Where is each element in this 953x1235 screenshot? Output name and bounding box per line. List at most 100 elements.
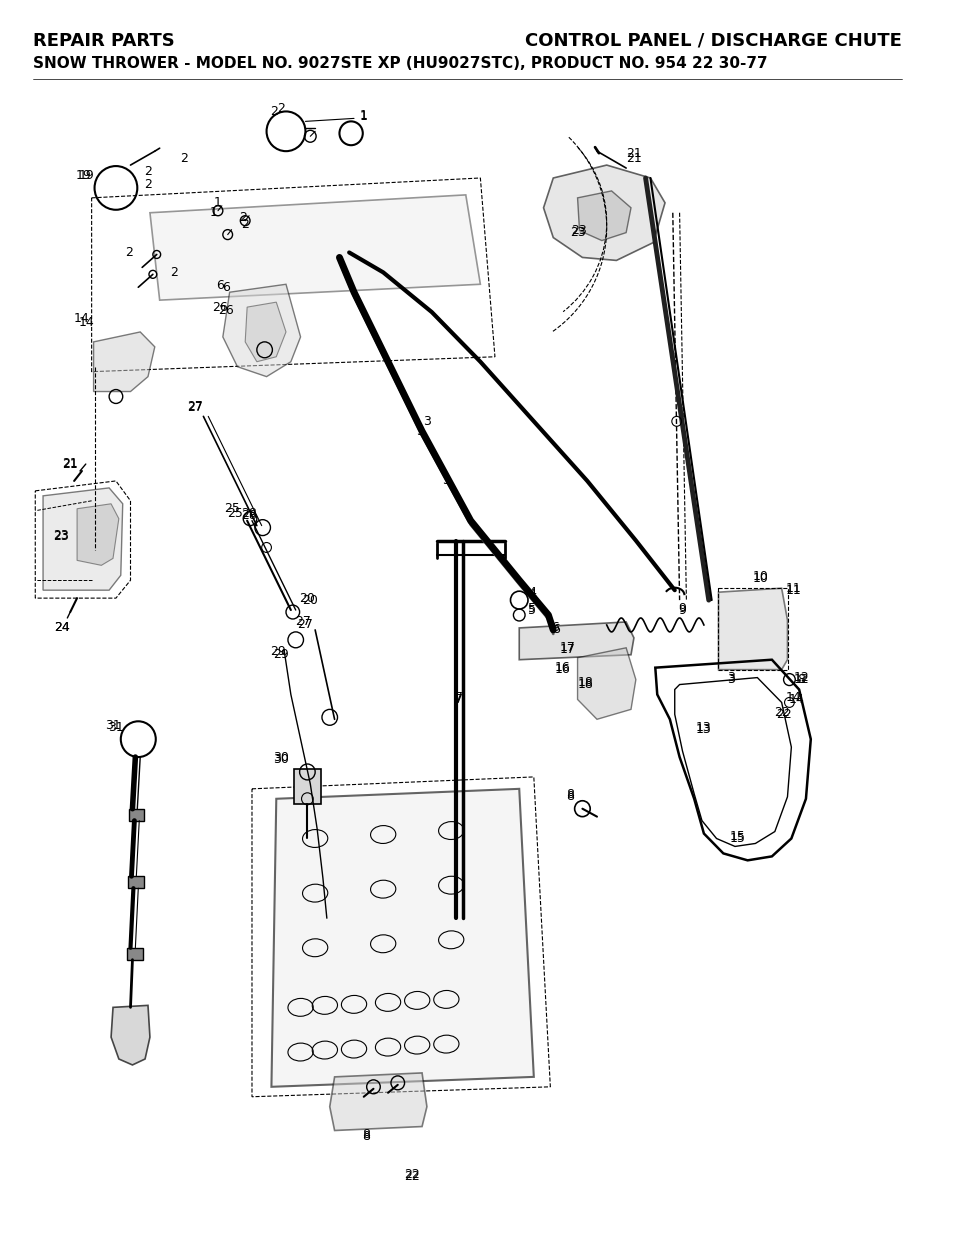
- Text: 16: 16: [555, 663, 570, 676]
- Text: 24: 24: [54, 621, 71, 635]
- Polygon shape: [43, 488, 123, 590]
- Text: 7: 7: [455, 690, 462, 704]
- Text: 1: 1: [213, 196, 222, 209]
- Text: 27: 27: [297, 619, 313, 631]
- Text: 5: 5: [527, 601, 536, 615]
- Polygon shape: [111, 1005, 150, 1065]
- Text: 14: 14: [787, 693, 803, 706]
- Text: 6: 6: [552, 624, 559, 636]
- Text: 2: 2: [270, 105, 278, 117]
- Bar: [718, 588, 787, 669]
- Text: 6: 6: [215, 279, 224, 291]
- Text: 18: 18: [577, 676, 593, 689]
- Polygon shape: [543, 165, 664, 261]
- Text: 2: 2: [125, 246, 132, 259]
- Text: 23: 23: [52, 530, 69, 543]
- Text: 8: 8: [361, 1130, 370, 1142]
- Text: 24: 24: [54, 621, 71, 635]
- Text: 2: 2: [277, 103, 285, 115]
- Polygon shape: [272, 789, 534, 1087]
- Text: 17: 17: [559, 641, 576, 655]
- Text: 21: 21: [62, 457, 78, 471]
- Text: 13: 13: [696, 722, 711, 736]
- Text: 23: 23: [52, 529, 69, 542]
- Text: 3: 3: [726, 673, 734, 687]
- Text: 20: 20: [302, 594, 318, 606]
- Text: 28: 28: [241, 509, 256, 522]
- Text: 27: 27: [187, 400, 202, 412]
- Text: 4: 4: [527, 585, 536, 599]
- Text: 22: 22: [404, 1170, 419, 1183]
- Text: 29: 29: [270, 645, 286, 658]
- Text: 18: 18: [577, 678, 593, 692]
- Text: 21: 21: [625, 152, 641, 164]
- Text: 1: 1: [209, 206, 217, 220]
- Text: 23: 23: [571, 224, 587, 237]
- Text: 2: 2: [171, 266, 178, 279]
- Text: 8: 8: [797, 673, 804, 687]
- Text: 8: 8: [565, 788, 573, 802]
- Text: 2: 2: [144, 164, 152, 178]
- Text: 6: 6: [551, 621, 558, 635]
- Text: 31: 31: [108, 721, 124, 734]
- Text: 11: 11: [784, 582, 801, 595]
- Text: 15: 15: [729, 832, 745, 845]
- Polygon shape: [577, 648, 636, 719]
- Text: 10: 10: [752, 572, 767, 584]
- Text: 15: 15: [729, 830, 745, 844]
- Text: 14: 14: [79, 315, 94, 329]
- Text: 23: 23: [569, 226, 585, 240]
- Polygon shape: [330, 1073, 427, 1130]
- Text: 1: 1: [359, 109, 367, 122]
- Polygon shape: [93, 332, 154, 391]
- Text: 3: 3: [422, 415, 431, 427]
- Text: SNOW THROWER - MODEL NO. 9027STE XP (HU9027STC), PRODUCT NO. 954 22 30-77: SNOW THROWER - MODEL NO. 9027STE XP (HU9…: [33, 56, 767, 70]
- Text: 7: 7: [455, 693, 462, 706]
- Polygon shape: [718, 588, 786, 669]
- Bar: [127, 947, 143, 960]
- Text: 21: 21: [625, 147, 641, 159]
- Text: 29: 29: [273, 648, 289, 661]
- Text: 9: 9: [678, 601, 686, 615]
- Text: 2: 2: [239, 211, 247, 225]
- Polygon shape: [518, 622, 633, 659]
- Text: REPAIR PARTS: REPAIR PARTS: [33, 32, 175, 49]
- Text: 8: 8: [361, 1128, 370, 1141]
- Text: 12: 12: [792, 673, 808, 687]
- Text: 27: 27: [187, 401, 202, 414]
- Text: 6: 6: [222, 280, 230, 294]
- Text: 26: 26: [212, 300, 228, 314]
- Text: 11: 11: [784, 584, 801, 597]
- Text: 12: 12: [792, 671, 808, 684]
- Text: 21: 21: [62, 457, 78, 469]
- Text: 13: 13: [696, 721, 711, 734]
- Polygon shape: [77, 504, 119, 566]
- Text: 1: 1: [359, 110, 367, 124]
- Text: 14: 14: [784, 690, 801, 704]
- Text: 3: 3: [726, 671, 734, 684]
- Polygon shape: [223, 284, 300, 377]
- Text: 14: 14: [74, 311, 90, 325]
- Text: 19: 19: [76, 168, 91, 182]
- Text: 2: 2: [180, 152, 188, 164]
- Bar: [128, 877, 144, 888]
- Text: 22: 22: [773, 706, 789, 719]
- Text: 22: 22: [775, 708, 791, 721]
- Text: 26: 26: [217, 304, 233, 316]
- Text: 8: 8: [565, 790, 573, 803]
- Text: 25: 25: [224, 503, 240, 515]
- Polygon shape: [245, 303, 286, 362]
- Text: 19: 19: [79, 169, 94, 183]
- Text: 3: 3: [442, 474, 450, 488]
- Bar: [129, 809, 144, 820]
- Text: 16: 16: [555, 661, 570, 674]
- Text: 30: 30: [273, 751, 289, 763]
- Text: 3: 3: [416, 425, 424, 437]
- Bar: [294, 769, 320, 804]
- Text: 20: 20: [299, 592, 315, 605]
- Text: 27: 27: [295, 615, 311, 629]
- Text: 5: 5: [527, 604, 536, 616]
- Text: 25: 25: [227, 508, 243, 520]
- Polygon shape: [150, 195, 480, 300]
- Text: 17: 17: [559, 643, 576, 656]
